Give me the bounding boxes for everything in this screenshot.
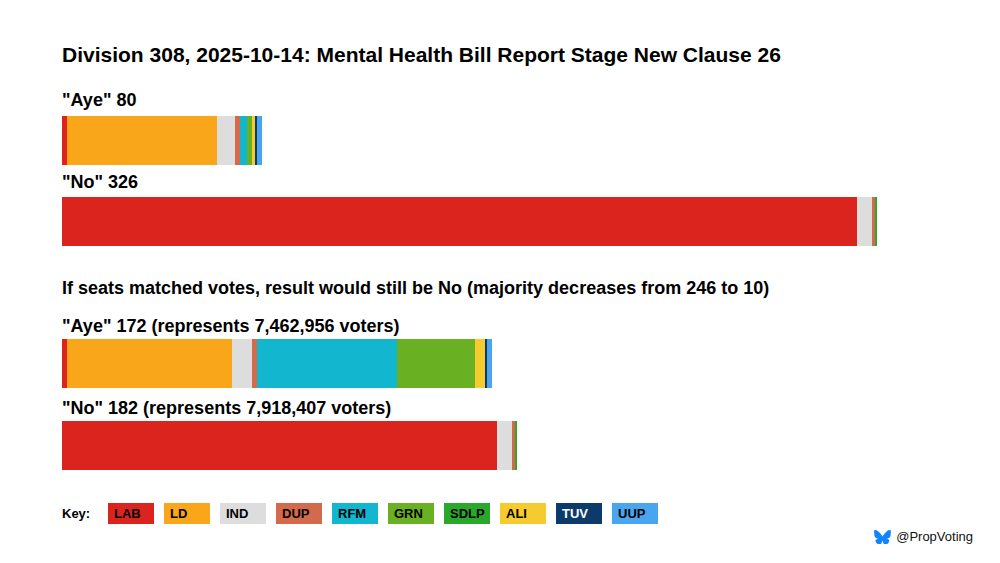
bar-label: "Aye" 80 [62,90,136,111]
bar-segment-ind [217,116,235,165]
stacked-bar [62,197,877,246]
key-swatch-dup: DUP [276,503,322,524]
key-swatch-lab: LAB [108,503,154,524]
bar-segment-rfm [240,116,248,165]
stacked-bar [62,421,517,470]
bar-segment-ind [232,339,252,388]
key-swatch-ali: ALI [500,503,546,524]
bar-segment-lab [62,421,497,470]
attribution: @PropVoting [874,529,973,544]
proportional-note: If seats matched votes, result would sti… [62,278,769,299]
key-swatch-tuv: TUV [556,503,602,524]
key-swatch-ld: LD [164,503,210,524]
key-swatch-grn: GRN [388,503,434,524]
bar-segment-ld [67,116,217,165]
bar-segment-sdlp [875,197,878,246]
key-swatch-sdlp: SDLP [444,503,490,524]
bar-segment-uup [257,116,262,165]
bar-label: "Aye" 172 (represents 7,462,956 voters) [62,316,400,337]
bar-segment-rfm [257,339,397,388]
bar-segment-ld [67,339,232,388]
attribution-handle: @PropVoting [896,529,973,544]
stacked-bar [62,339,492,388]
bar-segment-ali [475,339,485,388]
key-swatch-rfm: RFM [332,503,378,524]
stacked-bar [62,116,262,165]
bar-segment-grn [397,339,475,388]
key-swatch-uup: UUP [612,503,658,524]
bar-label: "No" 326 [62,172,138,193]
chart-title: Division 308, 2025-10-14: Mental Health … [62,43,781,67]
bar-segment-lab [62,197,857,246]
bar-segment-ind [497,421,512,470]
bar-segment-ind [857,197,872,246]
bar-segment-sdlp [515,421,518,470]
key-label: Key: [62,506,90,521]
bluesky-butterfly-icon [874,529,891,544]
bar-label: "No" 182 (represents 7,918,407 voters) [62,398,391,419]
bar-segment-uup [487,339,492,388]
key-swatch-ind: IND [220,503,266,524]
division-chart: Division 308, 2025-10-14: Mental Health … [0,0,1000,563]
